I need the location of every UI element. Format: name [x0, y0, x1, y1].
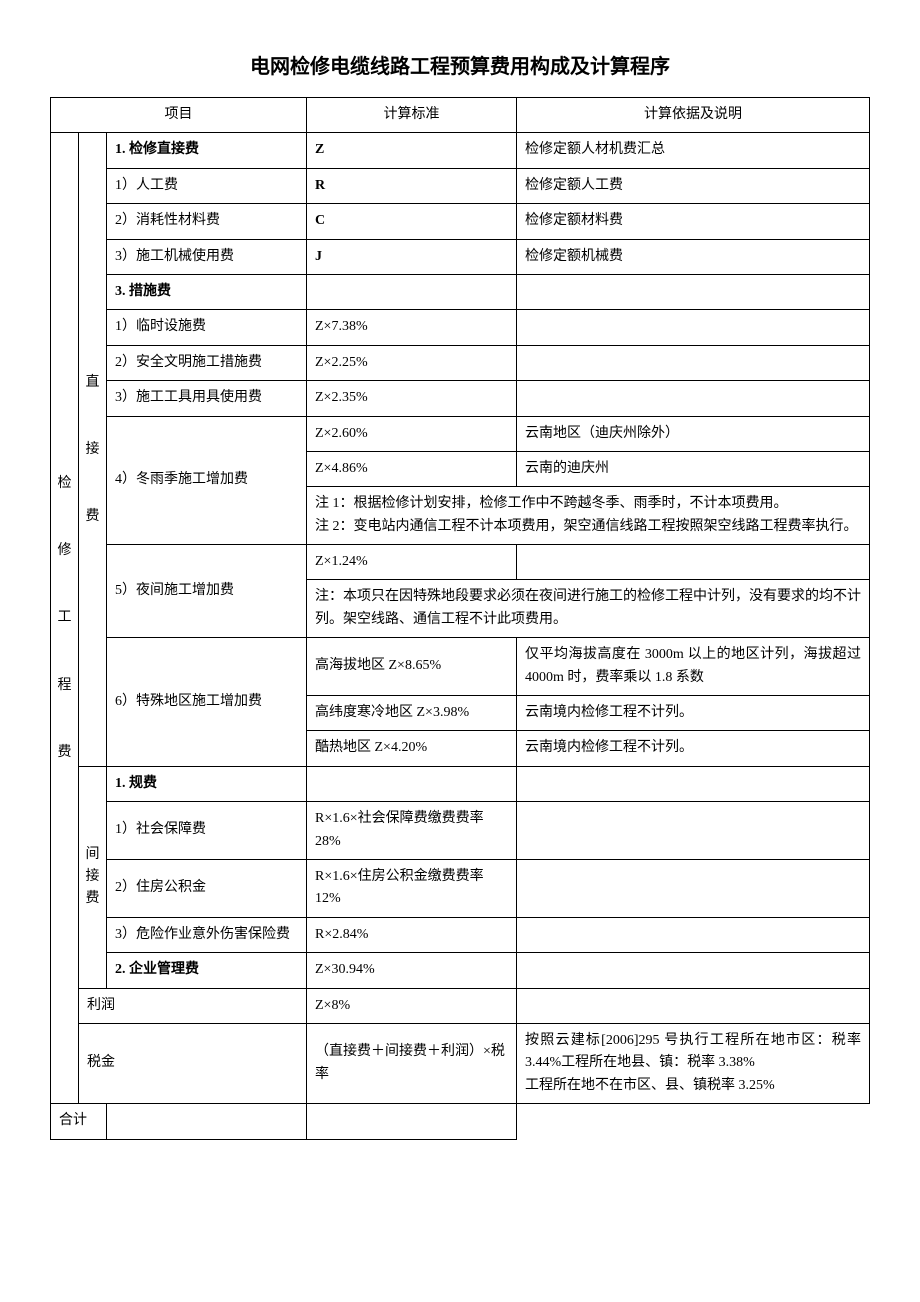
- basis-cell: [517, 545, 870, 580]
- item-cell: 1. 规费: [107, 766, 307, 801]
- table-row: 1）临时设施费 Z×7.38%: [51, 310, 870, 345]
- item-cell: 2）安全文明施工措施费: [107, 345, 307, 380]
- item-cell: 1. 检修直接费: [107, 133, 307, 168]
- basis-cell: [517, 381, 870, 416]
- std-cell: C: [307, 204, 517, 239]
- basis-cell: [517, 859, 870, 917]
- table-row: 2. 企业管理费 Z×30.94%: [51, 953, 870, 988]
- basis-cell: 检修定额机械费: [517, 239, 870, 274]
- basis-cell: 按照云建标[2006]295 号执行工程所在地市区：税率 3.44%工程所在地县…: [517, 1023, 870, 1103]
- item-cell: 合计: [51, 1104, 107, 1139]
- table-row: 2）住房公积金 R×1.6×住房公积金缴费费率 12%: [51, 859, 870, 917]
- item-cell: 2）消耗性材料费: [107, 204, 307, 239]
- std-cell: Z×2.25%: [307, 345, 517, 380]
- basis-cell: 云南地区（迪庆州除外）: [517, 416, 870, 451]
- cat-direct: 直 接 费: [79, 133, 107, 766]
- basis-cell: [517, 988, 870, 1023]
- basis-cell: 检修定额人材机费汇总: [517, 133, 870, 168]
- item-cell: 3）危险作业意外伤害保险费: [107, 917, 307, 952]
- std-cell: R×2.84%: [307, 917, 517, 952]
- std-cell: Z×2.60%: [307, 416, 517, 451]
- std-cell: Z×7.38%: [307, 310, 517, 345]
- table-row: 利润 Z×8%: [51, 988, 870, 1023]
- item-cell: 税金: [79, 1023, 307, 1103]
- table-row: 间 接 费 1. 规费: [51, 766, 870, 801]
- std-cell: R×1.6×社会保障费缴费费率 28%: [307, 802, 517, 860]
- basis-cell: [517, 917, 870, 952]
- basis-cell: 仅平均海拔高度在 3000m 以上的地区计列，海拔超过 4000m 时，费率乘以…: [517, 638, 870, 696]
- table-row: 3）危险作业意外伤害保险费 R×2.84%: [51, 917, 870, 952]
- item-cell: 3. 措施费: [107, 274, 307, 309]
- std-cell: Z×4.86%: [307, 451, 517, 486]
- std-cell: [107, 1104, 307, 1139]
- table-row: 合计: [51, 1104, 870, 1139]
- basis-cell: 云南境内检修工程不计列。: [517, 731, 870, 766]
- std-cell: 高纬度寒冷地区 Z×3.98%: [307, 696, 517, 731]
- item-cell: 3）施工机械使用费: [107, 239, 307, 274]
- table-row: 2）安全文明施工措施费 Z×2.25%: [51, 345, 870, 380]
- table-row: 1）人工费 R 检修定额人工费: [51, 168, 870, 203]
- basis-cell: [517, 802, 870, 860]
- header-row: 项目 计算标准 计算依据及说明: [51, 98, 870, 133]
- table-row: 3. 措施费: [51, 274, 870, 309]
- cat-main: 检 修 工 程 费: [51, 133, 79, 1104]
- cost-table: 项目 计算标准 计算依据及说明 检 修 工 程 费 直 接 费 1. 检修直接费…: [50, 97, 870, 1140]
- table-row: 2）消耗性材料费 C 检修定额材料费: [51, 204, 870, 239]
- item-cell: 2. 企业管理费: [107, 953, 307, 988]
- basis-cell: 检修定额人工费: [517, 168, 870, 203]
- std-cell: [307, 766, 517, 801]
- basis-cell: [517, 310, 870, 345]
- std-cell: 高海拔地区 Z×8.65%: [307, 638, 517, 696]
- std-cell: Z×8%: [307, 988, 517, 1023]
- header-standard: 计算标准: [307, 98, 517, 133]
- table-row: 4）冬雨季施工增加费 Z×2.60% 云南地区（迪庆州除外）: [51, 416, 870, 451]
- std-cell: Z×1.24%: [307, 545, 517, 580]
- header-basis: 计算依据及说明: [517, 98, 870, 133]
- item-cell: 5）夜间施工增加费: [107, 545, 307, 638]
- table-row: 税金 （直接费＋间接费＋利润）×税率 按照云建标[2006]295 号执行工程所…: [51, 1023, 870, 1103]
- basis-cell: 检修定额材料费: [517, 204, 870, 239]
- basis-cell: [517, 953, 870, 988]
- std-cell: Z×2.35%: [307, 381, 517, 416]
- std-cell: Z×30.94%: [307, 953, 517, 988]
- table-row: 3）施工工具用具使用费 Z×2.35%: [51, 381, 870, 416]
- std-cell: [307, 274, 517, 309]
- cat-indirect: 间 接 费: [79, 766, 107, 988]
- item-cell: 1）人工费: [107, 168, 307, 203]
- basis-cell: [517, 766, 870, 801]
- item-cell: 6）特殊地区施工增加费: [107, 638, 307, 767]
- item-cell: 4）冬雨季施工增加费: [107, 416, 307, 545]
- table-row: 3）施工机械使用费 J 检修定额机械费: [51, 239, 870, 274]
- page-title: 电网检修电缆线路工程预算费用构成及计算程序: [50, 50, 870, 79]
- std-cell: R×1.6×住房公积金缴费费率 12%: [307, 859, 517, 917]
- table-row: 5）夜间施工增加费 Z×1.24%: [51, 545, 870, 580]
- note-cell: 注 1：根据检修计划安排，检修工作中不跨越冬季、雨季时，不计本项费用。 注 2：…: [307, 487, 870, 545]
- basis-cell: 云南境内检修工程不计列。: [517, 696, 870, 731]
- std-cell: （直接费＋间接费＋利润）×税率: [307, 1023, 517, 1103]
- item-cell: 3）施工工具用具使用费: [107, 381, 307, 416]
- item-cell: 1）社会保障费: [107, 802, 307, 860]
- basis-cell: 云南的迪庆州: [517, 451, 870, 486]
- table-row: 检 修 工 程 费 直 接 费 1. 检修直接费 Z 检修定额人材机费汇总: [51, 133, 870, 168]
- std-cell: R: [307, 168, 517, 203]
- table-row: 1）社会保障费 R×1.6×社会保障费缴费费率 28%: [51, 802, 870, 860]
- note-cell: 注：本项只在因特殊地段要求必须在夜间进行施工的检修工程中计列，没有要求的均不计列…: [307, 580, 870, 638]
- header-project: 项目: [51, 98, 307, 133]
- basis-cell: [517, 345, 870, 380]
- basis-cell: [307, 1104, 517, 1139]
- item-cell: 利润: [79, 988, 307, 1023]
- item-cell: 2）住房公积金: [107, 859, 307, 917]
- std-cell: J: [307, 239, 517, 274]
- table-row: 6）特殊地区施工增加费 高海拔地区 Z×8.65% 仅平均海拔高度在 3000m…: [51, 638, 870, 696]
- basis-cell: [517, 274, 870, 309]
- std-cell: Z: [307, 133, 517, 168]
- item-cell: 1）临时设施费: [107, 310, 307, 345]
- std-cell: 酷热地区 Z×4.20%: [307, 731, 517, 766]
